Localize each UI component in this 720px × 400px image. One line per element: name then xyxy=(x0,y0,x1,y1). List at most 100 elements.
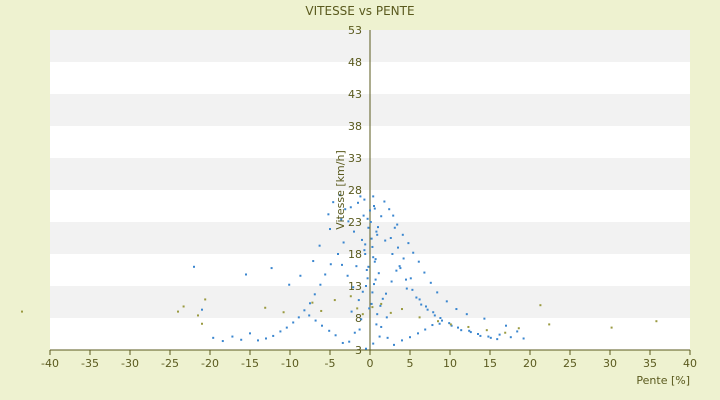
scatter-point xyxy=(448,322,451,325)
scatter-point xyxy=(423,271,426,274)
scatter-point xyxy=(270,267,273,270)
scatter-point xyxy=(399,267,402,270)
scatter-point xyxy=(249,332,251,335)
scatter-point xyxy=(405,287,408,290)
scatter-point xyxy=(381,297,384,300)
scatter-point xyxy=(309,302,311,305)
scatter-point xyxy=(371,245,374,248)
scatter-point xyxy=(409,277,412,280)
scatter-point xyxy=(426,308,429,311)
x-tick-label: -35 xyxy=(81,357,99,370)
scatter-point xyxy=(365,285,367,287)
scatter-point xyxy=(342,241,345,244)
scatter-point xyxy=(439,317,442,319)
scatter-point xyxy=(264,306,267,309)
scatter-point xyxy=(429,281,432,284)
scatter-point xyxy=(369,209,371,212)
scatter-point xyxy=(364,253,367,255)
scatter-point xyxy=(375,230,378,233)
scatter-point xyxy=(357,201,359,204)
scatter-point xyxy=(441,319,443,322)
scatter-point xyxy=(445,300,448,303)
scatter-point xyxy=(240,338,243,341)
y-tick-label: 13 xyxy=(348,280,362,293)
scatter-point xyxy=(397,246,399,249)
y-tick-label: 8 xyxy=(355,312,362,325)
scatter-point xyxy=(201,308,203,311)
scatter-point xyxy=(548,323,551,326)
scatter-point xyxy=(412,251,415,254)
scatter-point xyxy=(374,258,377,261)
y-tick-label: 23 xyxy=(348,216,362,229)
y-axis-title: Vitesse [km/h] xyxy=(334,150,347,230)
scatter-point xyxy=(333,299,336,302)
scatter-point xyxy=(460,329,463,332)
scatter-point xyxy=(361,290,364,293)
scatter-point xyxy=(365,347,367,350)
scatter-point xyxy=(522,337,525,340)
scatter-point xyxy=(377,272,380,275)
x-tick-label: 35 xyxy=(643,357,657,370)
scatter-point xyxy=(368,307,371,310)
scatter-point xyxy=(367,265,370,268)
scatter-point xyxy=(433,314,436,317)
scatter-point xyxy=(352,286,355,289)
scatter-point xyxy=(182,305,185,308)
scatter-point xyxy=(177,310,179,313)
y-tick-label: 48 xyxy=(348,56,362,69)
scatter-point xyxy=(517,327,520,330)
scatter-point xyxy=(366,277,369,280)
scatter-point xyxy=(357,299,360,302)
x-tick-label: 40 xyxy=(683,357,697,370)
scatter-point xyxy=(344,208,347,211)
scatter-point xyxy=(361,313,364,316)
scatter-point xyxy=(392,214,395,217)
scatter-point xyxy=(314,319,317,322)
scatter-point xyxy=(341,263,343,266)
scatter-point xyxy=(655,320,658,323)
scatter-point xyxy=(361,238,363,241)
scatter-point xyxy=(371,291,374,294)
scatter-point xyxy=(388,208,391,211)
scatter-point xyxy=(370,302,373,305)
scatter-point xyxy=(221,340,224,343)
scatter-points xyxy=(21,194,658,350)
scatter-point xyxy=(509,336,512,339)
scatter-point xyxy=(467,325,470,328)
scatter-point xyxy=(359,195,362,198)
scatter-point xyxy=(375,323,378,326)
y-tick-label: 18 xyxy=(348,248,362,261)
scatter-point xyxy=(407,242,410,245)
scatter-point xyxy=(401,339,403,342)
scatter-point xyxy=(418,316,421,319)
scatter-point xyxy=(308,314,311,317)
scatter-point xyxy=(417,332,419,335)
scatter-point xyxy=(516,330,519,333)
y-tick-label: 43 xyxy=(348,88,362,101)
scatter-point xyxy=(401,308,403,311)
x-tick-label: -40 xyxy=(41,357,59,370)
scatter-point xyxy=(389,311,392,314)
scatter-point xyxy=(355,265,358,268)
scatter-point xyxy=(369,221,372,223)
scatter-point xyxy=(312,260,315,263)
scatter-point xyxy=(21,310,23,313)
scatter-point xyxy=(364,243,367,246)
scatter-point xyxy=(363,198,366,201)
y-tick-label: 28 xyxy=(348,184,362,197)
scatter-point xyxy=(409,336,411,339)
scatter-point xyxy=(329,228,331,231)
scatter-point xyxy=(288,283,291,286)
scatter-point xyxy=(329,263,332,266)
scatter-point xyxy=(610,326,613,329)
scatter-point xyxy=(390,280,393,283)
scatter-point xyxy=(425,305,427,308)
scatter-point xyxy=(383,200,386,203)
scatter-point xyxy=(272,334,275,337)
scatter-point xyxy=(380,302,383,305)
scatter-point xyxy=(365,269,368,271)
scatter-point xyxy=(457,326,459,329)
scatter-point xyxy=(436,291,439,294)
scatter-point xyxy=(415,296,418,299)
